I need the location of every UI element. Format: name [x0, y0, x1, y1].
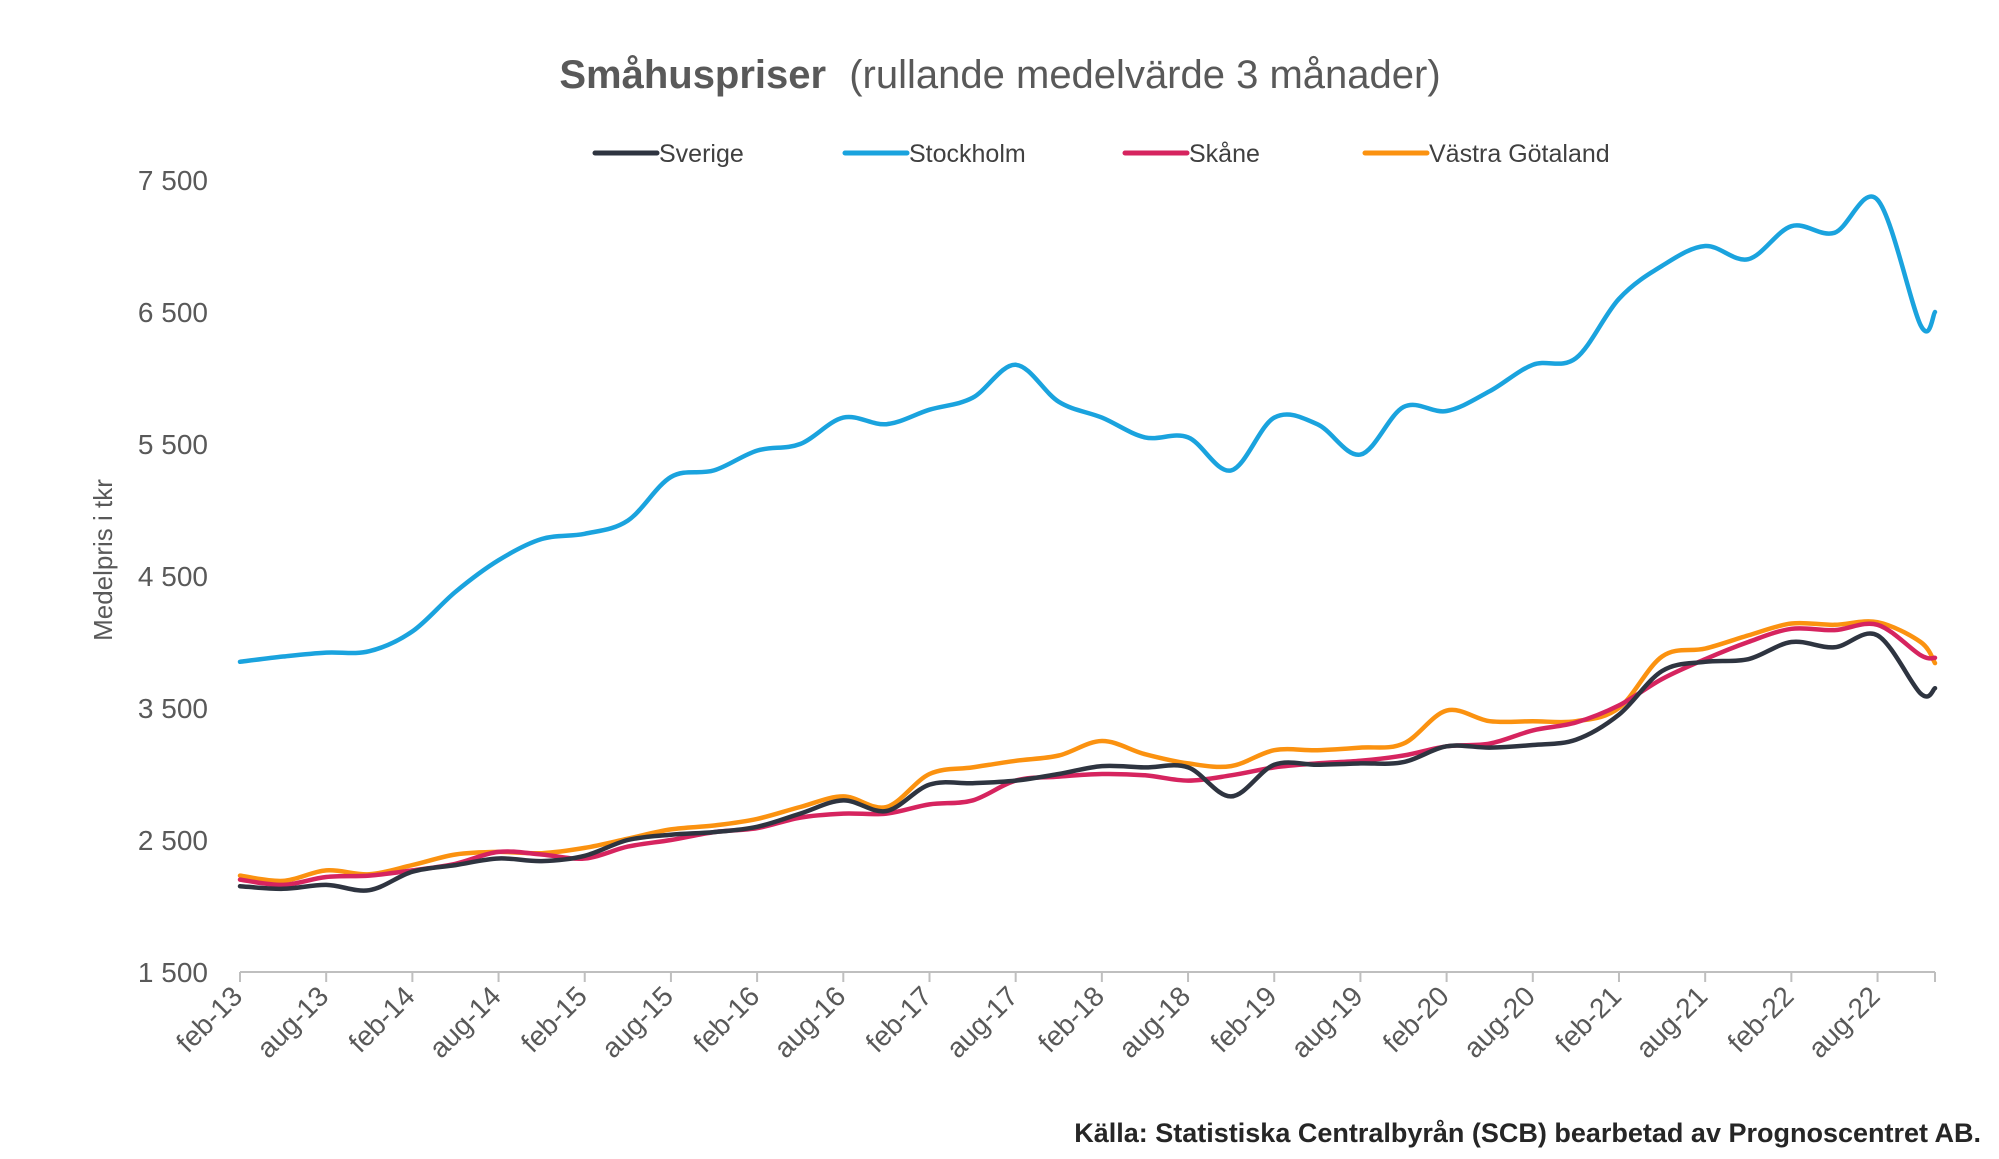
chart-title-bold: Småhuspriser	[559, 53, 826, 97]
y-axis: 1 500 2 500 3 500 4 500 5 500 6 500 7 500	[138, 165, 208, 988]
source-note: Källa: Statistiska Centralbyrån (SCB) be…	[1074, 1118, 1981, 1148]
series-line-vastra-gotaland	[237, 619, 1938, 884]
y-tick-label: 4 500	[138, 561, 208, 592]
x-tick-label: aug-15	[596, 980, 680, 1064]
x-tick-label: feb-21	[1549, 980, 1627, 1058]
series-line-skane	[237, 621, 1938, 888]
x-tick-label: aug-22	[1802, 980, 1886, 1064]
x-tick-label: feb-19	[1204, 980, 1282, 1058]
y-tick-label: 1 500	[138, 957, 208, 988]
legend-label-stockholm: Stockholm	[909, 140, 1026, 168]
x-tick-label: aug-14	[423, 980, 507, 1064]
y-tick-label: 5 500	[138, 429, 208, 460]
x-tick-label: aug-18	[1113, 980, 1197, 1064]
x-tick-label: aug-17	[940, 980, 1024, 1064]
chart-title-rest: (rullande medelvärde 3 månader)	[849, 53, 1440, 97]
x-tick-label: feb-22	[1722, 980, 1800, 1058]
x-tick-label: feb-14	[343, 980, 421, 1058]
legend-label-sverige: Sverige	[659, 140, 744, 168]
y-tick-label: 7 500	[138, 165, 208, 196]
y-axis-label: Medelpris i tkr	[88, 479, 118, 641]
x-tick-label: feb-16	[687, 980, 765, 1058]
x-tick-label: feb-18	[1032, 980, 1110, 1058]
series-line-sverige	[237, 631, 1938, 893]
series-line-stockholm	[237, 194, 1938, 665]
y-tick-label: 6 500	[138, 297, 208, 328]
legend-label-vastra-gotaland: Västra Götaland	[1429, 140, 1610, 168]
x-tick-label: aug-21	[1630, 980, 1714, 1064]
x-tick-label: feb-15	[515, 980, 593, 1058]
x-tick-label: aug-20	[1457, 980, 1541, 1064]
x-tick-label: feb-13	[170, 980, 248, 1058]
x-tick-label: aug-16	[768, 980, 852, 1064]
x-tick-label: feb-20	[1377, 980, 1455, 1058]
x-axis: feb-13 aug-13 feb-14 aug-14 feb-15 aug-15 feb-…	[170, 971, 1936, 1064]
x-tick-label: aug-13	[251, 980, 335, 1064]
x-tick-label: aug-19	[1285, 980, 1369, 1064]
chart-title: Småhuspriser (rullande medelvärde 3 måna…	[559, 53, 1440, 97]
x-tick-label: feb-17	[860, 980, 938, 1058]
y-tick-label: 3 500	[138, 693, 208, 724]
y-tick-label: 2 500	[138, 825, 208, 856]
legend: Sverige Stockholm Skåne Västra Götaland	[592, 140, 1610, 168]
series-layer	[237, 194, 1938, 893]
legend-label-skane: Skåne	[1189, 140, 1260, 168]
